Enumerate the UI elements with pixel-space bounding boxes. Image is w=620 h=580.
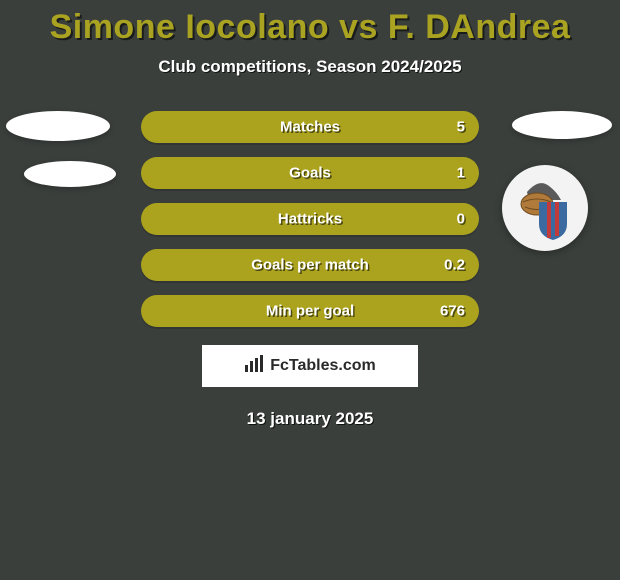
stat-row: Goals 1 xyxy=(141,157,479,189)
stat-row: Goals per match 0.2 xyxy=(141,249,479,281)
page-title: Simone Iocolano vs F. DAndrea xyxy=(0,0,620,47)
subtitle: Club competitions, Season 2024/2025 xyxy=(0,57,620,77)
date-text: 13 january 2025 xyxy=(0,409,620,429)
stat-label: Goals xyxy=(289,165,331,182)
decor-ellipse-right-1 xyxy=(512,111,612,139)
club-badge xyxy=(502,165,588,251)
club-badge-icon xyxy=(509,172,581,244)
stat-value-right: 5 xyxy=(457,119,465,136)
stats-area: Matches 5 Goals 1 Hattricks 0 Goals per match 0… xyxy=(0,111,620,327)
infographic-root: Simone Iocolano vs F. DAndrea Club compe… xyxy=(0,0,620,580)
decor-ellipse-left-1 xyxy=(6,111,110,141)
stat-value-right: 0.2 xyxy=(444,257,465,274)
decor-ellipse-left-2 xyxy=(24,161,116,187)
brand-text: FcTables.com xyxy=(270,357,376,375)
chart-icon xyxy=(244,355,264,378)
stat-value-right: 0 xyxy=(457,211,465,228)
stat-label: Goals per match xyxy=(251,257,369,274)
stat-row: Hattricks 0 xyxy=(141,203,479,235)
stat-value-right: 676 xyxy=(440,303,465,320)
stat-row: Min per goal 676 xyxy=(141,295,479,327)
stat-label: Min per goal xyxy=(266,303,354,320)
brand-box: FcTables.com xyxy=(202,345,418,387)
stat-value-right: 1 xyxy=(457,165,465,182)
stat-label: Hattricks xyxy=(278,211,342,228)
stat-row: Matches 5 xyxy=(141,111,479,143)
stat-label: Matches xyxy=(280,119,340,136)
